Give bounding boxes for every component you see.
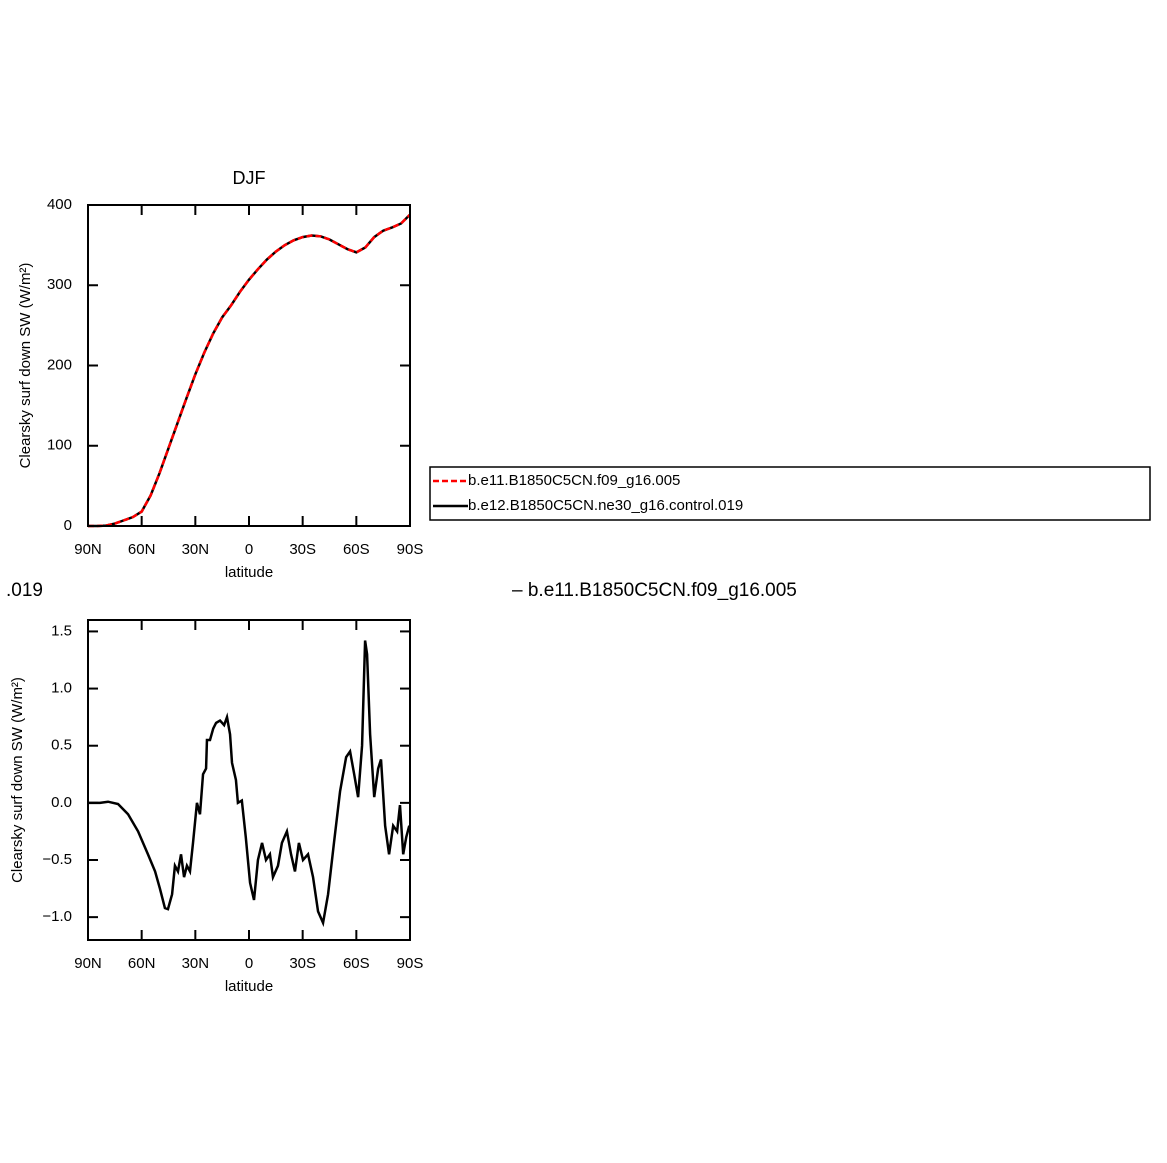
x-tick-label: 30N: [182, 955, 210, 972]
y-tick-label: 0.5: [51, 737, 72, 754]
legend-box: [429, 466, 1151, 521]
plot-frame: [87, 204, 411, 527]
x-tick-label: 60N: [128, 541, 156, 558]
x-tick-label: 30S: [289, 955, 316, 972]
y-tick-label: 0.0: [51, 794, 72, 811]
data-line: [88, 213, 411, 528]
annotation: – b.e11.B1850C5CN.f09_g16.005: [512, 580, 797, 601]
x-tick-label: 90N: [74, 955, 102, 972]
y-axis-label: Clearsky surf down SW (W/m²): [17, 263, 34, 469]
chart-title: DJF: [233, 168, 266, 188]
x-tick-label: 90S: [397, 541, 424, 558]
y-tick-label: 400: [47, 196, 72, 213]
annotation: .019: [6, 580, 43, 601]
y-tick-label: 0: [64, 517, 72, 534]
x-tick-label: 90S: [397, 955, 424, 972]
plot-frame: [87, 619, 411, 941]
x-tick-label: 0: [245, 541, 253, 558]
x-tick-label: 30N: [182, 541, 210, 558]
y-tick-label: 1.0: [51, 680, 72, 697]
y-axis-label: Clearsky surf down SW (W/m²): [9, 677, 26, 883]
x-tick-label: 60N: [128, 955, 156, 972]
x-tick-label: 30S: [289, 541, 316, 558]
y-tick-label: 1.5: [51, 622, 72, 639]
data-line: [88, 640, 411, 928]
x-tick-label: 0: [245, 955, 253, 972]
x-tick-label: 60S: [343, 541, 370, 558]
y-tick-label: 200: [47, 356, 72, 373]
x-tick-label: 90N: [74, 541, 102, 558]
legend-label: b.e11.B1850C5CN.f09_g16.005: [468, 472, 680, 489]
x-axis-label: latitude: [225, 978, 273, 995]
y-tick-label: 100: [47, 437, 72, 454]
x-tick-label: 60S: [343, 955, 370, 972]
y-tick-label: 300: [47, 276, 72, 293]
y-tick-label: −1.0: [42, 908, 72, 925]
x-axis-label: latitude: [225, 564, 273, 581]
legend-label: b.e12.B1850C5CN.ne30_g16.control.019: [468, 497, 743, 514]
y-tick-label: −0.5: [42, 851, 72, 868]
